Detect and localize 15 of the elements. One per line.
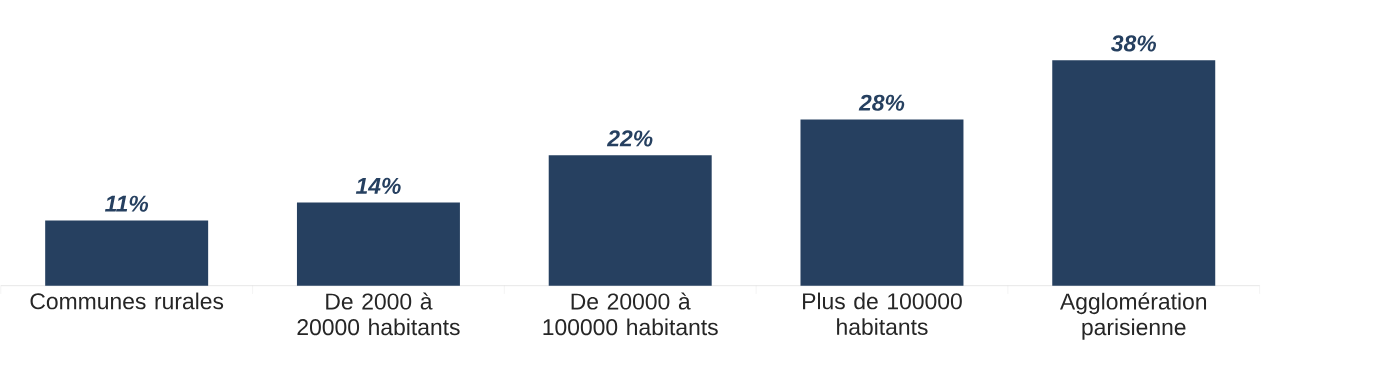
- data-label: 38%: [1111, 35, 1156, 52]
- x-tick-label: Communes rurales: [30, 292, 224, 310]
- bar: [45, 220, 209, 286]
- bar: [296, 202, 460, 286]
- data-label: 14%: [355, 177, 401, 194]
- data-label: 28%: [858, 94, 905, 111]
- data-label: 11%: [104, 195, 149, 212]
- data-label: 22%: [606, 130, 653, 147]
- bar: [1052, 60, 1216, 286]
- bar: [800, 119, 964, 286]
- x-tick-label: Plus de 100000 habitants: [803, 292, 962, 335]
- x-tick-label: De 20000 à 100000 habitants: [543, 292, 718, 336]
- bar: [548, 155, 712, 286]
- x-tick-label: De 2000 à 20000 habitants: [297, 292, 460, 336]
- x-tick-label: Agglomération parisienne: [1059, 292, 1207, 340]
